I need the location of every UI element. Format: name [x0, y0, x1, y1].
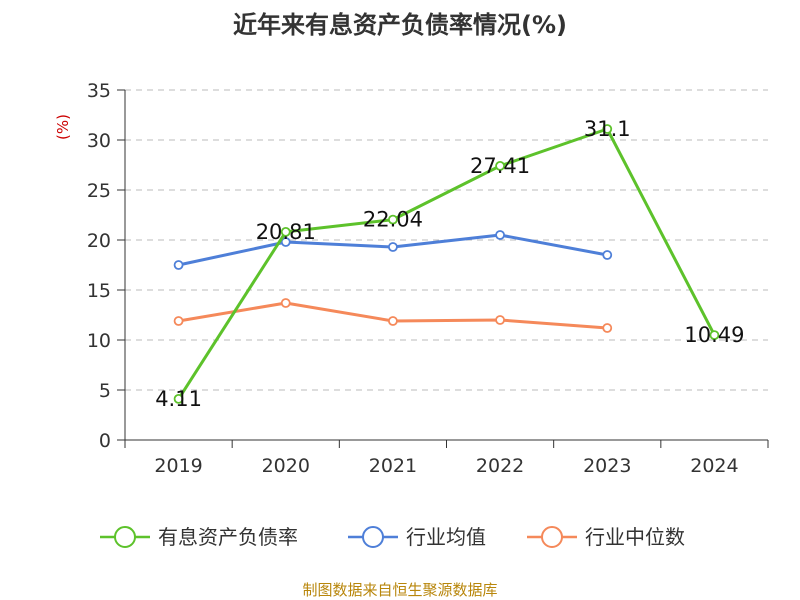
legend-label: 行业中位数 — [585, 525, 685, 549]
data-label: 22.04 — [363, 208, 423, 232]
x-tick-label: 2021 — [369, 455, 417, 477]
series-line — [177, 127, 716, 400]
y-tick-label: 35 — [87, 80, 111, 102]
data-point — [388, 214, 398, 225]
legend-item-industry-avg: 行业均值 — [348, 525, 486, 549]
series-industry-median — [173, 298, 613, 333]
data-point — [173, 316, 184, 326]
data-point — [602, 250, 613, 260]
x-tick-label: 2022 — [476, 455, 524, 477]
y-tick-label: 5 — [99, 380, 111, 402]
x-tick-label: 2024 — [690, 455, 738, 477]
data-label: 10.49 — [684, 323, 744, 347]
x-tick-label: 2020 — [262, 455, 310, 477]
source-note: 制图数据来自恒生聚源数据库 — [302, 581, 497, 599]
y-tick-label: 15 — [87, 280, 111, 302]
series-industry-avg — [173, 230, 613, 270]
series-lines — [173, 124, 720, 404]
data-point — [709, 330, 720, 341]
y-tick-label: 25 — [87, 180, 111, 202]
data-point — [495, 315, 505, 325]
data-point — [388, 242, 398, 252]
data-point — [280, 298, 291, 308]
y-tick-label: 0 — [99, 430, 111, 452]
legend-label: 有息资产负债率 — [158, 525, 298, 549]
data-label: 31.1 — [584, 117, 631, 141]
legend-swatch-marker — [541, 526, 563, 548]
data-label: 4.11 — [155, 387, 202, 411]
data-point — [173, 393, 184, 404]
series-main — [173, 124, 720, 404]
y-tick-label: 10 — [87, 330, 111, 352]
data-labels: 4.11 20.81 22.04 27.41 31.1 10.49 — [155, 117, 744, 411]
data-point — [280, 237, 291, 247]
chart-title: 近年来有息资产负债率情况(%) — [233, 11, 567, 39]
x-tick-label: 2019 — [154, 455, 202, 477]
data-point — [280, 226, 291, 237]
y-axis-label: (%) — [54, 114, 72, 140]
y-tick-label: 30 — [87, 130, 111, 152]
legend-swatch-marker — [114, 526, 136, 548]
data-point — [602, 323, 613, 333]
data-point — [495, 160, 505, 171]
legend-item-industry-median: 行业中位数 — [527, 525, 685, 549]
axes: 0 5 10 15 20 25 30 35 2019 2020 2021 2022 2023 2024 — [87, 80, 769, 477]
legend-item-main: 有息资产负债率 — [100, 525, 298, 549]
data-point — [602, 124, 613, 134]
data-point — [173, 260, 184, 270]
legend: 有息资产负债率 行业均值 行业中位数 — [100, 525, 685, 549]
data-point — [388, 316, 398, 326]
y-tick-label: 20 — [87, 230, 111, 252]
data-point — [495, 230, 505, 240]
x-tick-label: 2023 — [583, 455, 631, 477]
legend-label: 行业均值 — [406, 525, 486, 549]
legend-swatch-marker — [362, 526, 384, 548]
data-label: 20.81 — [256, 220, 316, 244]
data-label: 27.41 — [470, 154, 530, 178]
